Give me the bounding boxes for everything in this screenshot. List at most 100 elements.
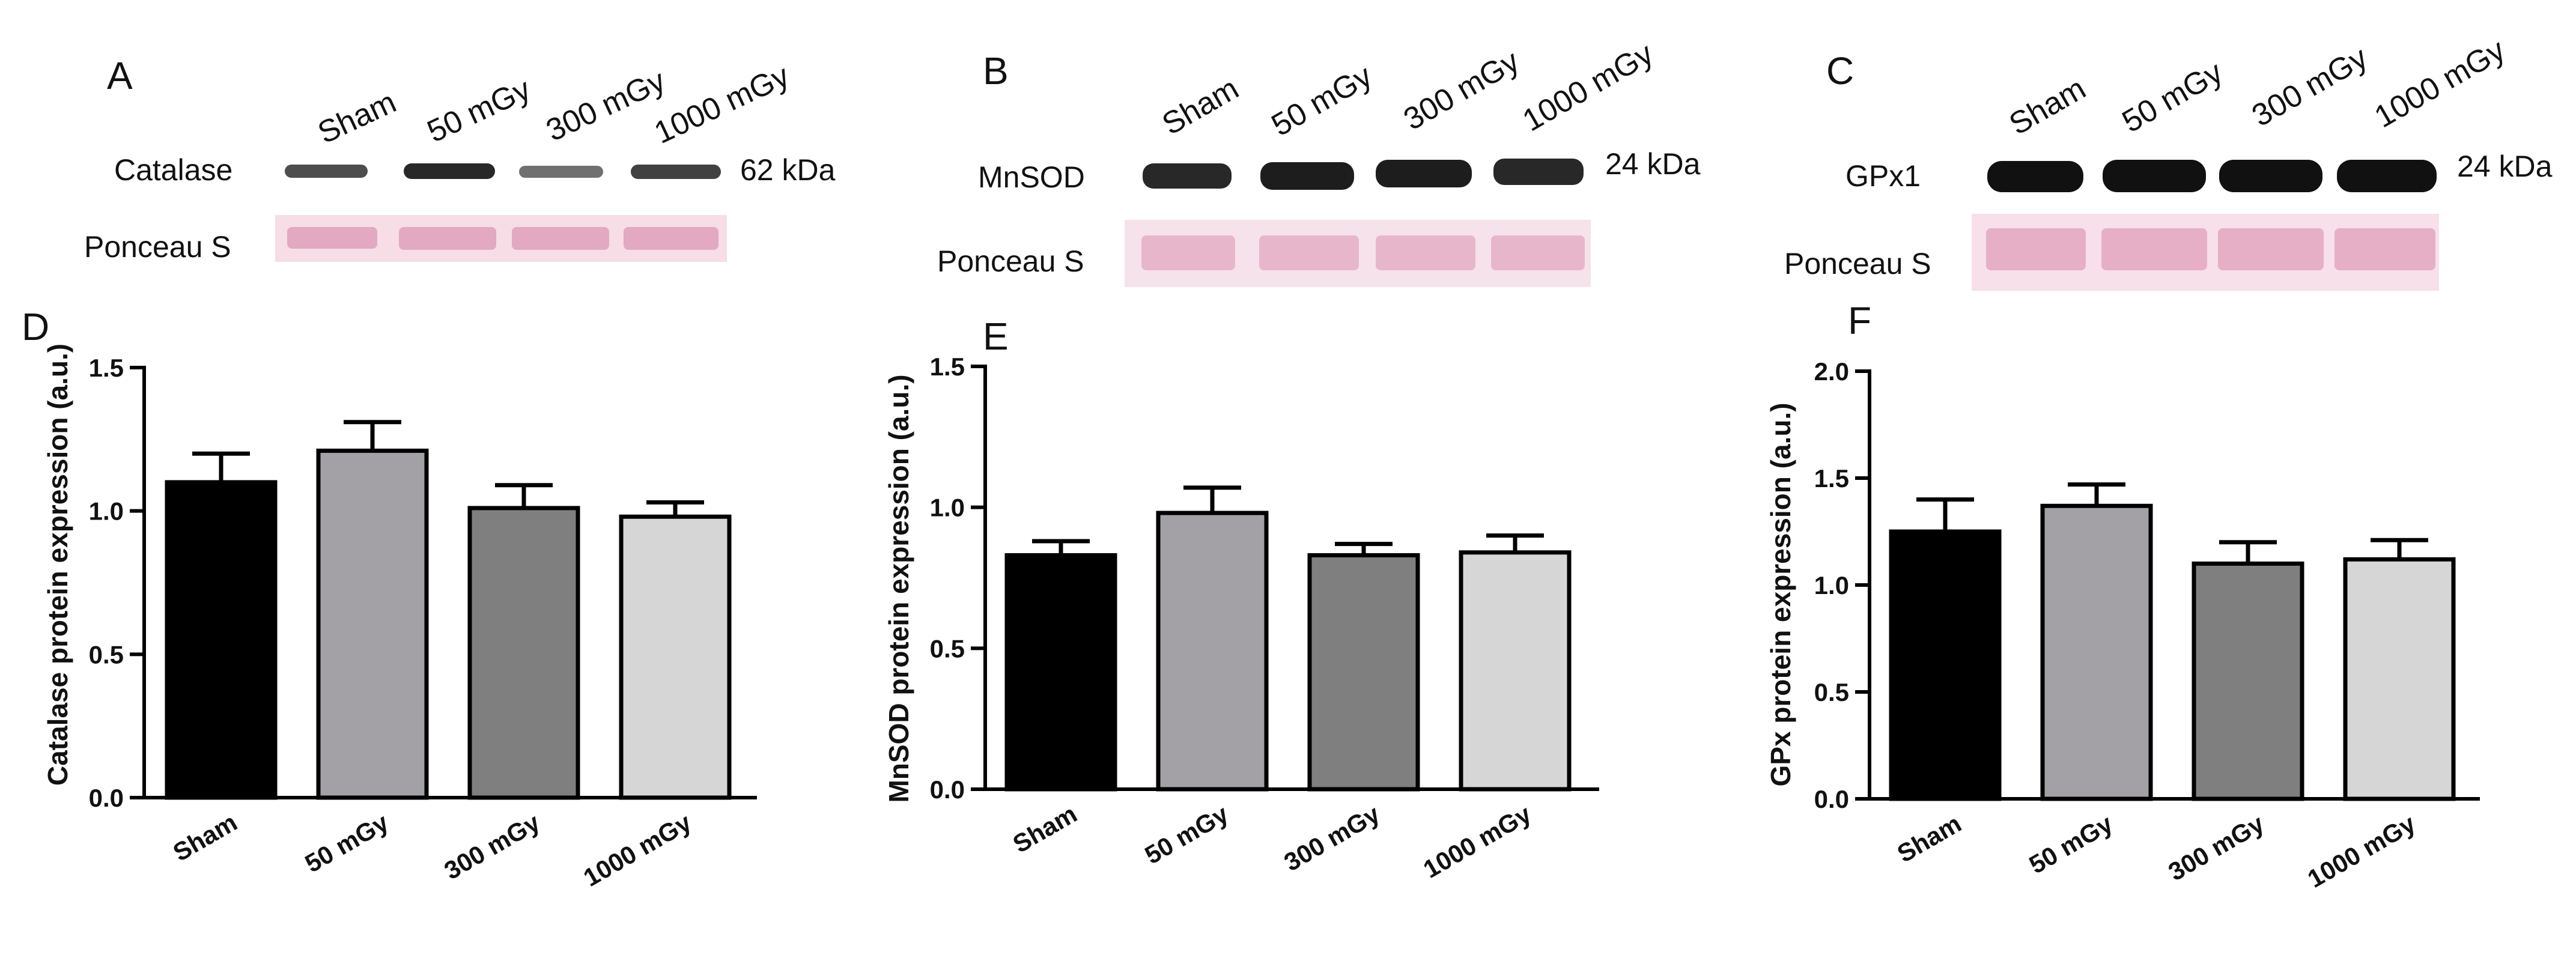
blot-c-bands	[1987, 160, 2437, 192]
blot-c-band-300mgy	[2219, 160, 2322, 192]
chart-f-bar-50mgy	[2040, 503, 2153, 801]
blot-a-ponceau-band-300mgy	[512, 227, 609, 250]
blot-c-band-50mgy	[2103, 160, 2206, 192]
chart-d-x-tick-label-50mgy: 50 mGy	[300, 808, 393, 878]
blot-c-band-sham	[1987, 161, 2083, 192]
blot-a-lane-label-1000mgy: 1000 mGy	[649, 58, 795, 151]
chart-e-bar-1000mgy	[1459, 550, 1572, 792]
blot-a-ponceau-band-sham	[287, 227, 377, 249]
chart-f-y-tick-label: 0.0	[1814, 785, 1849, 813]
blot-c-ponceau-label: Ponceau S	[1784, 247, 1931, 280]
blot-a-lane-label-50mgy: 50 mGy	[422, 71, 536, 150]
blot-b-protein-label: MnSOD	[978, 160, 1085, 194]
blot-b-ponceau-band-300mgy	[1376, 235, 1475, 270]
chart-f-y-tick-label: 0.5	[1814, 678, 1849, 706]
blot-b-kda-label: 24 kDa	[1605, 147, 1701, 181]
blot-b-ponceau-label: Ponceau S	[937, 244, 1084, 278]
chart-d-x-tick-label-300mgy: 300 mGy	[439, 808, 545, 885]
blot-a-ponceau-band-1000mgy	[624, 227, 718, 250]
chart-e-x-tick-label-1000mgy: 1000 mGy	[1418, 799, 1536, 884]
blot-panel-b: B Sham 50 mGy 300 mGy 1000 mGy MnSOD 24 …	[937, 36, 1701, 287]
chart-d-x-tick-label-sham: Sham	[168, 808, 242, 867]
blot-a-band-sham	[285, 165, 368, 178]
chart-d-bar-1000mgy	[619, 514, 732, 800]
bar-chart-d: D Catalase protein expression (a.u.) 0.0…	[22, 305, 757, 892]
blot-a-band-50mgy	[404, 163, 495, 179]
blot-a-ponceau-band-50mgy	[399, 227, 496, 250]
chart-f-y-tick-label: 1.5	[1814, 464, 1849, 493]
chart-f-x-tick-label-sham: Sham	[1892, 809, 1966, 868]
blot-a-lane-label-300mgy: 300 mGy	[541, 63, 671, 148]
chart-d-y-tick-label: 1.5	[89, 354, 124, 382]
chart-d-y-tick-label: 1.0	[89, 497, 124, 526]
blot-c-ponceau-band-300mgy	[2218, 228, 2324, 270]
chart-f-x-tick-label-300mgy: 300 mGy	[2163, 809, 2269, 887]
panel-letter-a: A	[107, 54, 133, 97]
blot-b-lane-label-300mgy: 300 mGy	[1398, 44, 1525, 138]
chart-d-y-tick-label: 0.0	[89, 784, 124, 812]
blot-a-ponceau-label: Ponceau S	[84, 230, 231, 264]
chart-d-y-tick-label: 0.5	[89, 640, 124, 668]
blot-c-lane-label-1000mgy: 1000 mGy	[2369, 32, 2511, 135]
blot-panel-c: C Sham 50 mGy 300 mGy 1000 mGy GPx1 24 k…	[1784, 32, 2553, 291]
chart-e-bar-50mgy	[1156, 511, 1269, 792]
chart-f-y-tick-label: 2.0	[1814, 357, 1849, 386]
blot-c-ponceau-band-50mgy	[2101, 228, 2207, 270]
blot-c-ponceau-band-1000mgy	[2334, 228, 2435, 270]
chart-d-bar-sham	[165, 480, 278, 800]
blot-b-bands	[1143, 159, 1584, 190]
chart-e-y-tick-label: 0.0	[930, 775, 965, 804]
blot-c-protein-label: GPx1	[1845, 159, 1921, 193]
chart-d-y-axis-label: Catalase protein expression (a.u.)	[42, 344, 73, 786]
chart-e-y-tick-label: 0.5	[930, 634, 965, 662]
blot-a-band-300mgy	[519, 166, 603, 178]
blot-c-lane-label-50mgy: 50 mGy	[2116, 55, 2229, 139]
blot-b-ponceau-band-50mgy	[1259, 235, 1359, 270]
blot-a-bands	[285, 163, 721, 179]
chart-f-x-tick-label-50mgy: 50 mGy	[2025, 809, 2118, 879]
panel-letter-b: B	[983, 49, 1009, 92]
blot-b-ponceau-strip	[1125, 220, 1591, 287]
blot-b-band-1000mgy	[1493, 159, 1584, 185]
blot-b-band-sham	[1143, 163, 1232, 189]
panel-letter-c: C	[1826, 49, 1854, 92]
bar-chart-f: F GPx protein expression (a.u.) 0.0 0.5 1.…	[1765, 299, 2480, 893]
blot-c-kda-label: 24 kDa	[2457, 150, 2553, 183]
chart-d-x-tick-label-1000mgy: 1000 mGy	[579, 808, 696, 892]
blot-c-ponceau-strip	[1972, 214, 2439, 291]
blot-a-band-1000mgy	[631, 165, 721, 179]
blot-a-protein-label: Catalase	[114, 153, 232, 187]
chart-e-bar-300mgy	[1307, 553, 1420, 792]
chart-f-bar-sham	[1889, 529, 2002, 801]
blot-a-kda-label: 62 kDa	[740, 153, 836, 187]
panel-letter-e: E	[983, 315, 1009, 358]
blot-b-ponceau-band-1000mgy	[1491, 235, 1585, 270]
blot-c-band-1000mgy	[2337, 160, 2437, 192]
chart-e-y-axis-label: MnSOD protein expression (a.u.)	[883, 374, 914, 802]
blot-b-band-300mgy	[1376, 160, 1472, 187]
blot-panel-a: A Sham 50 mGy 300 mGy 1000 mGy Catalase …	[84, 54, 836, 264]
chart-f-y-axis-label: GPx protein expression (a.u.)	[1765, 402, 1796, 786]
chart-e-y-tick-label: 1.5	[930, 353, 965, 381]
panel-letter-d: D	[22, 305, 49, 348]
panel-letter-f: F	[1848, 299, 1871, 342]
chart-d-bar-50mgy	[316, 448, 429, 800]
chart-e-y-tick-label: 1.0	[930, 494, 965, 522]
chart-e-bar-sham	[1004, 553, 1117, 792]
chart-f-bar-1000mgy	[2343, 557, 2456, 801]
blot-b-lane-label-50mgy: 50 mGy	[1266, 58, 1378, 143]
chart-d-bar-300mgy	[467, 506, 580, 800]
chart-e-x-tick-label-50mgy: 50 mGy	[1140, 799, 1233, 870]
chart-f-x-tick-label-1000mgy: 1000 mGy	[2303, 809, 2420, 893]
blot-b-ponceau-band-sham	[1141, 235, 1235, 270]
blot-c-ponceau-band-sham	[1986, 228, 2086, 270]
chart-e-x-tick-label-300mgy: 300 mGy	[1279, 799, 1385, 877]
blot-a-ponceau-strip	[275, 215, 727, 262]
chart-e-x-tick-label-sham: Sham	[1008, 799, 1082, 858]
blot-b-band-50mgy	[1260, 162, 1354, 190]
blot-b-lane-label-sham: Sham	[1156, 71, 1245, 142]
chart-f-y-tick-label: 1.0	[1814, 571, 1849, 599]
bar-chart-e: E MnSOD protein expression (a.u.) 0.0 0.5…	[883, 315, 1599, 884]
blot-a-lane-label-sham: Sham	[313, 85, 402, 151]
